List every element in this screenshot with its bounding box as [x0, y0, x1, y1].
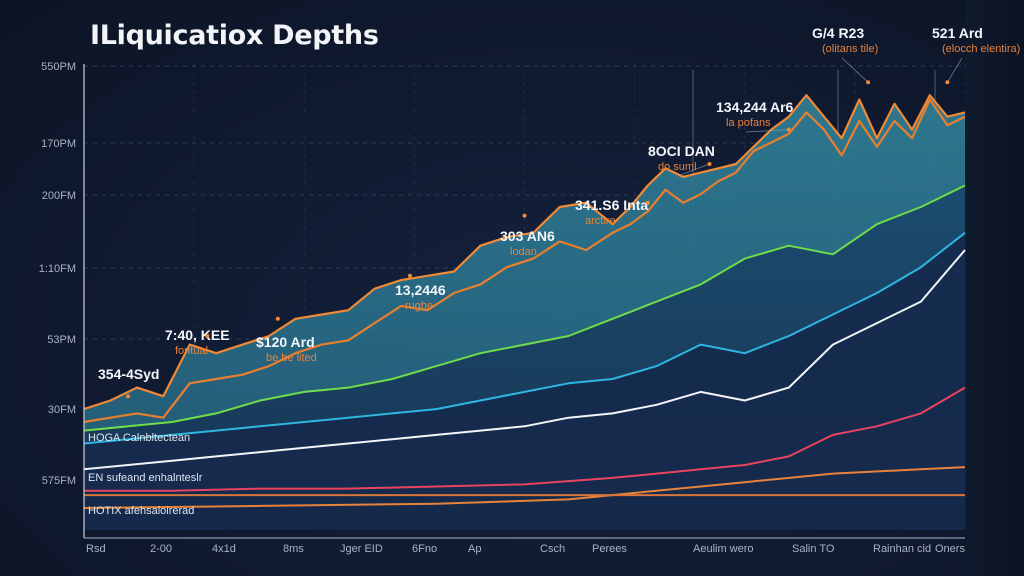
- annotation: 13,2446 rughe: [395, 273, 446, 312]
- annotation: $120 Ard be be lited: [256, 316, 317, 364]
- annotation-subtitle: la pofans: [726, 117, 771, 129]
- annotation: 7:40, KEE fontual: [165, 327, 230, 357]
- chart-title: ILiquicatiox Depths: [90, 20, 379, 51]
- series-line-5: [84, 386, 966, 492]
- y-tick-label: 200FM: [42, 190, 76, 202]
- annotation: 354-4Syd: [98, 366, 159, 399]
- y-tick-label: 30FM: [48, 404, 76, 416]
- annotation-point: [645, 200, 650, 205]
- annotation-point: [205, 334, 210, 338]
- annotation-subtitle: be be lited: [266, 352, 317, 364]
- y-tick-label: 1:10FM: [39, 263, 76, 275]
- annotation: 8OCI DAN do suml: [648, 143, 715, 177]
- x-tick-label: 4x1d: [212, 543, 236, 555]
- annotation-leader: [677, 163, 710, 177]
- x-tick-label: Csch: [540, 543, 565, 555]
- series-line-2: [83, 184, 966, 432]
- annotation-value: 134,244 Ar6: [716, 99, 794, 115]
- annotation-subtitle: (elocch elentira): [942, 43, 1020, 55]
- annotation-value: 13,2446: [395, 282, 446, 298]
- annotation-point: [786, 127, 791, 132]
- x-tick-label: 8ms: [283, 543, 304, 555]
- annotation-subtitle: do suml: [658, 161, 697, 173]
- annotation-layer: HOGA Calnbltectean EN sufeand enhalnteslr…: [88, 25, 1020, 517]
- annotation-point: [945, 80, 950, 85]
- annotation-leader: [745, 129, 789, 133]
- annotation-point: [407, 273, 412, 278]
- x-tick-label: Perees: [592, 543, 627, 555]
- annotation-point: [866, 80, 871, 85]
- series-line-1: [83, 98, 966, 424]
- x-tick-label: Rainhan cid: [873, 543, 931, 555]
- annotation-subtitle: lodan: [510, 246, 537, 258]
- y-tick-label: 170PM: [41, 138, 76, 150]
- band-label: EN sufeand enhalnteslr: [88, 472, 203, 484]
- y-tick-label: 550PM: [41, 61, 76, 73]
- annotation-value: 354-4Syd: [98, 366, 159, 382]
- band-label: HOGA Calnbltectean: [88, 432, 190, 444]
- x-tick-label: 2-00: [150, 543, 172, 555]
- annotation-value: $120 Ard: [256, 334, 315, 350]
- annotation-point: [126, 394, 131, 399]
- y-tick-label: 53PM: [47, 334, 76, 346]
- annotation: 341.S6 Inta arctire: [575, 197, 650, 227]
- annotation-subtitle: rughe: [405, 300, 433, 312]
- band-label: HOTIX afehsaloirerad: [88, 505, 194, 517]
- series-line-3: [83, 232, 966, 445]
- x-tick-label: Rsd: [86, 543, 106, 555]
- axes-layer: 550PM 170PM 200FM 1:10FM 53PM 30FM 575FM Rsd 2-0…: [39, 61, 966, 555]
- area-layer: [84, 95, 965, 531]
- annotation-value: 8OCI DAN: [648, 143, 715, 159]
- annotation-point: [707, 162, 712, 166]
- series-line-4: [83, 249, 966, 471]
- x-tick-label: Jger EID: [340, 543, 383, 555]
- y-tick-label: 575FM: [42, 475, 76, 487]
- annotation-subtitle: arctire: [585, 215, 616, 227]
- annotation-value: 7:40, KEE: [165, 327, 230, 343]
- annotation-value: G/4 R23: [812, 25, 864, 41]
- annotation-point: [522, 213, 527, 218]
- series-line-0: [83, 94, 966, 411]
- annotation-value: 521 Ard: [932, 25, 983, 41]
- series-line-6: [83, 466, 966, 509]
- x-tick-label: Aeulim wero: [693, 543, 754, 555]
- x-tick-label: Oners: [935, 543, 965, 555]
- annotation-value: 303 AN6: [500, 228, 555, 244]
- x-tick-label: Ap: [468, 543, 481, 555]
- annotation: G/4 R23 (olitans tile): [812, 25, 878, 85]
- annotation: 303 AN6 lodan: [500, 213, 555, 258]
- annotation-leader: [947, 57, 963, 83]
- annotation-subtitle: fontual: [175, 345, 208, 357]
- x-tick-label: 6Fno: [412, 543, 437, 555]
- right-margin-shade: [966, 0, 1024, 576]
- annotation: 134,244 Ar6 la pofans: [716, 99, 794, 133]
- line-layer: [83, 94, 966, 509]
- annotation-subtitle: (olitans tile): [822, 43, 878, 55]
- annotation-value: 341.S6 Inta: [575, 197, 648, 213]
- x-tick-label: Salin TO: [792, 543, 835, 555]
- annotation-point: [275, 316, 280, 321]
- area-lower: [84, 232, 965, 531]
- annotation-leader: [841, 57, 869, 83]
- annotation: 521 Ard (elocch elentira): [932, 25, 1020, 85]
